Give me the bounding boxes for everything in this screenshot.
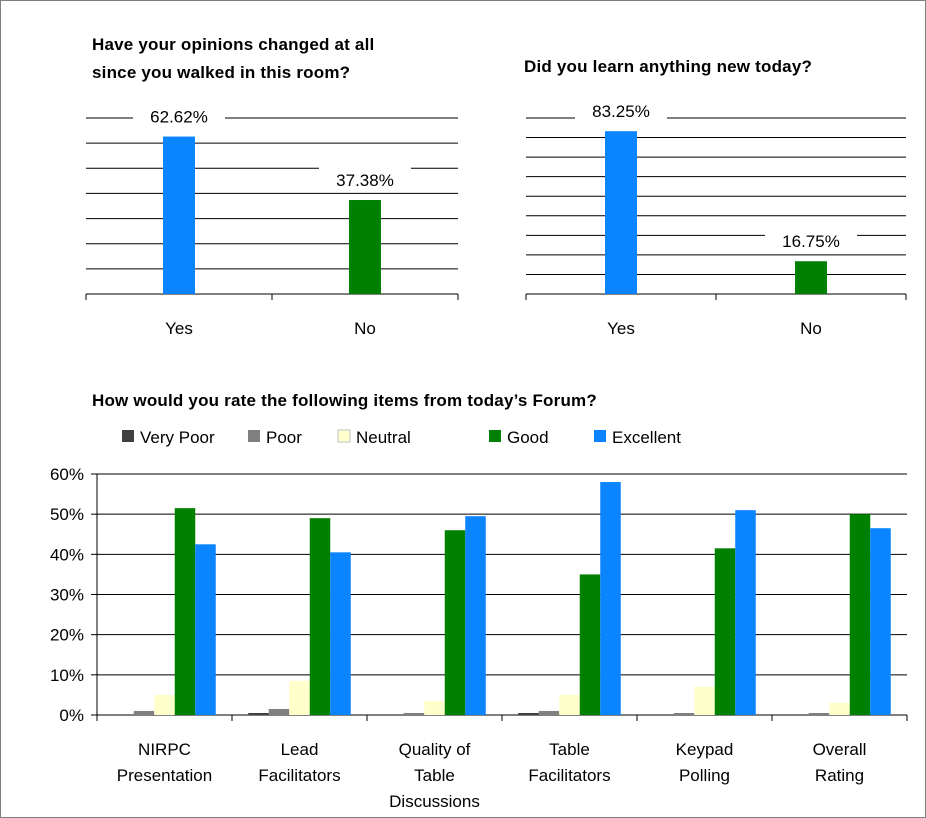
bar-neutral — [829, 702, 850, 715]
chart-title: Have your opinions changed at all — [92, 35, 374, 54]
data-label: 62.62% — [150, 108, 208, 127]
data-label: 16.75% — [782, 232, 840, 251]
legend-swatch-very-poor — [122, 430, 134, 442]
legend-label: Excellent — [612, 428, 681, 447]
data-label-background — [575, 97, 667, 124]
x-tick-label: NIRPC — [138, 740, 191, 759]
legend-swatch-excellent — [594, 430, 606, 442]
bar-poor — [673, 712, 695, 715]
bar-good — [174, 508, 196, 715]
bar-poor — [403, 712, 425, 715]
y-tick-label: 50% — [50, 505, 84, 524]
y-tick-label: 20% — [50, 626, 84, 645]
x-tick-label: Presentation — [117, 766, 212, 785]
x-tick-label: Yes — [165, 319, 193, 338]
x-tick-label: Polling — [679, 766, 730, 785]
x-tick-label: Table — [414, 766, 455, 785]
legend-swatch-good — [489, 430, 501, 442]
bar-poor — [268, 708, 290, 715]
y-tick-label: 40% — [50, 545, 84, 564]
y-tick-label: 60% — [50, 465, 84, 484]
data-label: 37.38% — [336, 171, 394, 190]
bar-neutral — [154, 694, 175, 715]
bar-neutral — [694, 686, 715, 715]
x-tick-label: Table — [549, 740, 590, 759]
legend-swatch-neutral — [337, 429, 351, 443]
x-tick-label: No — [354, 319, 376, 338]
bar-good — [309, 518, 331, 715]
y-tick-label: 0% — [59, 706, 84, 725]
bar-yes — [163, 136, 195, 294]
x-tick-label: Rating — [815, 766, 864, 785]
x-tick-label: Overall — [813, 740, 867, 759]
data-label: 83.25% — [592, 102, 650, 121]
chart-title: Did you learn anything new today? — [524, 57, 812, 76]
bar-very-poor — [248, 712, 269, 715]
bar-neutral — [289, 680, 310, 715]
bar-yes — [605, 131, 637, 294]
x-tick-label: No — [800, 319, 822, 338]
legend-label: Neutral — [356, 428, 411, 447]
chart-title: since you walked in this room? — [92, 63, 350, 82]
x-tick-label: Quality of — [399, 740, 471, 759]
bar-excellent — [465, 516, 486, 715]
legend-label: Very Poor — [140, 428, 215, 447]
data-label-background — [319, 166, 411, 193]
x-tick-label: Facilitators — [528, 766, 610, 785]
bar-no — [349, 200, 381, 294]
x-tick-label: Lead — [281, 740, 319, 759]
bar-good — [849, 514, 871, 715]
x-tick-label: Keypad — [676, 740, 734, 759]
bar-good — [444, 530, 466, 715]
bar-very-poor — [518, 712, 539, 715]
bar-neutral — [424, 700, 445, 715]
bar-poor — [133, 710, 155, 715]
bar-poor — [538, 710, 560, 715]
x-tick-label: Facilitators — [258, 766, 340, 785]
bar-excellent — [870, 528, 891, 715]
bar-excellent — [735, 510, 756, 715]
legend-label: Poor — [266, 428, 302, 447]
bar-neutral — [559, 694, 580, 715]
x-tick-label: Yes — [607, 319, 635, 338]
data-label-background — [133, 102, 225, 129]
data-label-background — [765, 227, 857, 254]
bar-good — [579, 574, 601, 715]
bar-excellent — [600, 482, 621, 715]
x-tick-label: Discussions — [389, 792, 480, 811]
legend-swatch-poor — [248, 430, 260, 442]
bar-excellent — [330, 552, 351, 715]
legend-label: Good — [507, 428, 549, 447]
bar-excellent — [195, 544, 216, 715]
bar-no — [795, 261, 827, 294]
bar-good — [714, 548, 736, 715]
y-tick-label: 30% — [50, 586, 84, 605]
y-tick-label: 10% — [50, 666, 84, 685]
bar-poor — [808, 712, 830, 715]
chart-title: How would you rate the following items f… — [92, 391, 597, 410]
